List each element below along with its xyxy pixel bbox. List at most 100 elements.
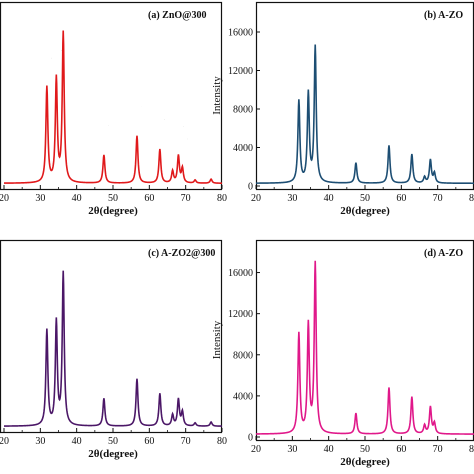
panel-title: (d) A-ZO [424, 248, 463, 259]
x-tick-label: 50 [360, 193, 370, 204]
x-tick-label: 20 [0, 193, 9, 204]
y-tick-label: 0 [248, 433, 253, 444]
plot-frame [0, 239, 223, 434]
peak-label: (103) [155, 361, 166, 382]
peak-label: (002) [303, 294, 314, 315]
x-axis-label: 2θ(degree) [340, 205, 390, 217]
x-tick-label: 50 [360, 444, 370, 455]
plot-frame [0, 1, 223, 191]
peak-label: (002) [51, 291, 62, 312]
x-tick-label: 30 [287, 193, 297, 204]
y-axis-label: Intensity [211, 76, 223, 115]
xrd-curve [256, 260, 474, 435]
x-axis-label: 2θ(degree) [88, 448, 138, 460]
peak-label: (100) [294, 69, 305, 90]
peak-label: (200) [420, 393, 431, 414]
x-tick-label: 70 [181, 436, 191, 447]
peak-label: (110) [132, 104, 143, 124]
panel-c: 20 30 40 50 60 70 80 2θ(degree) (c) A-ZO2@300 (10… [0, 239, 227, 460]
y-tick-label: 16000 [228, 28, 253, 39]
peak-label: (202) [206, 147, 217, 168]
x-axis-label: 2θ(degree) [88, 205, 138, 217]
peak-label: (202) [206, 390, 217, 411]
peak-label: (103) [407, 365, 418, 386]
x-tick-label: 60 [144, 193, 154, 204]
x-tick-label: 30 [35, 436, 45, 447]
peak-label: (101) [310, 15, 321, 36]
peak-label: (002) [303, 62, 314, 83]
peak-label: (100) [42, 56, 53, 77]
peak-label: (100) [294, 302, 305, 323]
x-tick-label: 80 [469, 444, 474, 455]
x-tick-label: 50 [108, 436, 118, 447]
x-tick-label: 80 [469, 193, 474, 204]
x-tick-label: 40 [324, 444, 334, 455]
peak-label: (201) [177, 380, 188, 401]
peak-label: (110) [132, 347, 143, 367]
x-tick-label: 80 [217, 436, 227, 447]
x-axis-label: 2θ(degree) [340, 456, 390, 468]
peak-label: (101) [58, 242, 69, 263]
peak-label: (112) [425, 128, 436, 148]
peak-label: (102) [351, 381, 362, 402]
y-tick-label: 8000 [233, 350, 253, 361]
peak-label: (102) [351, 131, 362, 152]
x-tick-label: 70 [433, 444, 443, 455]
panel-b: 20 30 40 50 60 70 80 0 4000 8000 12000 16000 Intensi… [211, 1, 474, 217]
peak-label: (101) [58, 2, 69, 23]
peak-label: (201) [177, 136, 188, 157]
panel-d: 20 30 40 50 60 70 80 0 4000 8000 12000 16000 Intensi… [211, 232, 474, 468]
x-tick-label: 50 [108, 193, 118, 204]
x-tick-label: 80 [217, 193, 227, 204]
x-tick-label: 70 [181, 193, 191, 204]
y-tick-label: 4000 [233, 143, 253, 154]
y-tick-label: 12000 [228, 66, 253, 77]
panel-title: (b) A-ZO [424, 10, 463, 21]
peak-label: (112) [173, 124, 184, 144]
peak-label: (110) [384, 356, 395, 376]
x-tick-label: 20 [251, 444, 261, 455]
peak-label: (112) [425, 375, 436, 395]
y-tick-label: 12000 [228, 309, 253, 320]
panel-a: 20 30 40 50 60 70 80 2θ(degree) (a) ZnO@300 (100)… [0, 2, 227, 217]
peak-label: (002) [51, 48, 62, 69]
panel-title: (a) ZnO@300 [148, 10, 206, 21]
peak-label: (101) [310, 232, 321, 253]
y-tick-label: 8000 [233, 105, 253, 116]
peak-label: (110) [384, 113, 395, 133]
peak-label: (004) [190, 148, 201, 169]
peak-label: (102) [99, 123, 110, 144]
xrd-curve [4, 270, 222, 427]
peak-label: (102) [99, 366, 110, 387]
x-tick-label: 20 [0, 436, 9, 447]
x-tick-label: 30 [35, 193, 45, 204]
plot-frame [255, 239, 474, 442]
y-tick-label: 16000 [228, 268, 253, 279]
y-tick-label: 0 [248, 182, 253, 193]
xrd-curve [4, 30, 222, 184]
x-tick-label: 60 [144, 436, 154, 447]
peak-label: (004) [190, 391, 201, 412]
x-tick-label: 40 [72, 436, 82, 447]
peak-label: (200) [168, 383, 179, 404]
peak-label: (201) [429, 141, 440, 162]
y-tick-label: 4000 [233, 391, 253, 402]
peak-label: (103) [407, 122, 418, 143]
x-tick-label: 60 [396, 193, 406, 204]
peak-label: (103) [155, 117, 166, 138]
x-tick-label: 60 [396, 444, 406, 455]
peak-label: (112) [173, 367, 184, 387]
peak-label: (200) [168, 139, 179, 160]
x-tick-label: 20 [251, 193, 261, 204]
peak-label: (100) [42, 299, 53, 320]
xrd-curve [256, 44, 474, 185]
panel-title: (c) A-ZO2@300 [148, 248, 215, 259]
x-tick-label: 40 [324, 193, 334, 204]
y-axis-label: Intensity [211, 320, 223, 359]
peak-label: (200) [420, 145, 431, 166]
x-tick-label: 40 [72, 193, 82, 204]
x-tick-label: 30 [287, 444, 297, 455]
plot-frame [255, 1, 474, 191]
x-tick-label: 70 [433, 193, 443, 204]
